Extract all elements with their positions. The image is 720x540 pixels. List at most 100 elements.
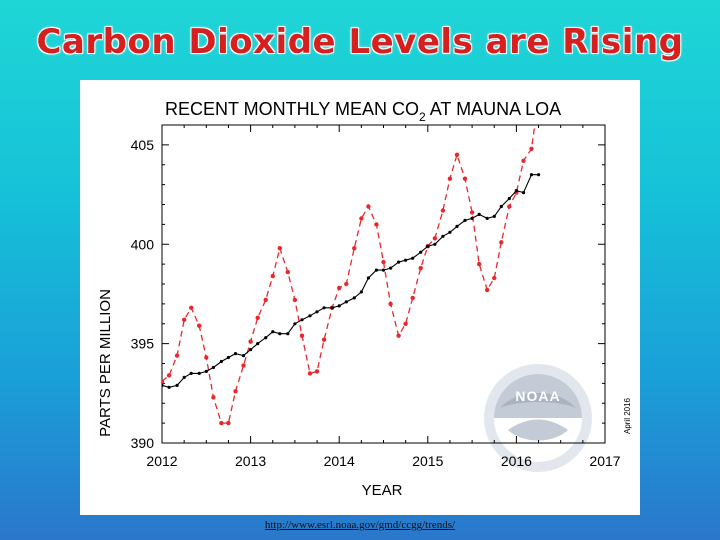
data-point-monthly (366, 204, 371, 209)
data-point-trend (286, 332, 290, 336)
data-point-monthly (307, 371, 313, 376)
data-point-monthly (233, 389, 238, 394)
x-tick-label-2015: 2015 (412, 453, 443, 469)
data-point-trend (521, 191, 526, 195)
data-point-trend (330, 306, 334, 310)
data-point-monthly (492, 275, 497, 281)
y-tick-label-405: 405 (131, 137, 155, 153)
data-point-trend (271, 330, 275, 334)
data-point-monthly (396, 333, 401, 338)
data-point-trend (211, 365, 215, 370)
data-point-trend (359, 290, 363, 294)
data-point-trend (256, 342, 260, 346)
data-point-trend (470, 216, 474, 220)
data-point-monthly (299, 333, 305, 338)
data-point-trend (404, 258, 408, 262)
y-axis-label: PARTS PER MILLION (97, 289, 114, 437)
data-point-monthly (204, 355, 209, 360)
data-point-monthly (521, 158, 526, 163)
data-point-monthly (485, 287, 490, 293)
co2-chart: RECENT MONTHLY MEAN CO2 AT MAUNA LOA PAR… (97, 99, 632, 499)
data-point-monthly (499, 240, 504, 245)
series-line-monthly (162, 125, 536, 424)
data-point-monthly (359, 216, 364, 221)
data-point-monthly (263, 297, 268, 303)
x-tick-label-2013: 2013 (235, 453, 266, 469)
data-point-trend (381, 268, 386, 272)
data-point-trend (197, 371, 201, 375)
data-point-trend (411, 256, 415, 260)
data-point-monthly (314, 369, 320, 374)
data-point-trend (433, 242, 437, 246)
data-point-trend (308, 314, 312, 318)
data-point-trend (426, 244, 430, 248)
data-point-trend (249, 348, 253, 352)
x-tick-label-2016: 2016 (501, 453, 532, 469)
data-point-monthly (344, 281, 349, 287)
data-point-monthly (469, 210, 475, 215)
data-point-monthly (197, 323, 202, 328)
data-point-trend (529, 173, 534, 177)
data-point-monthly (226, 420, 231, 426)
data-point-monthly (447, 176, 453, 181)
slide-title: Carbon Dioxide Levels are Rising (36, 22, 684, 62)
data-point-trend (219, 359, 223, 364)
data-point-monthly (189, 305, 194, 310)
y-tick-label-390: 390 (131, 435, 155, 451)
date-stamp: April 2016 (623, 397, 632, 434)
data-point-trend (315, 310, 319, 314)
data-point-monthly (248, 339, 253, 344)
data-point-trend (322, 306, 326, 310)
data-point-monthly (432, 236, 438, 241)
x-tick-label-2012: 2012 (146, 453, 177, 469)
data-point-monthly (507, 204, 512, 209)
y-tick-label-395: 395 (131, 336, 155, 352)
source-link[interactable]: http://www.esrl.noaa.gov/gmd/ccgg/trends… (264, 519, 456, 531)
data-point-monthly (219, 420, 224, 426)
data-point-trend (175, 383, 179, 387)
data-point-monthly (352, 246, 357, 251)
data-point-trend (264, 336, 268, 340)
data-point-monthly (403, 321, 408, 326)
data-point-monthly (174, 353, 180, 358)
data-point-monthly (285, 269, 290, 275)
data-point-trend (389, 266, 393, 270)
x-axis-label: YEAR (362, 482, 403, 499)
data-point-monthly (321, 337, 327, 342)
data-point-trend (162, 383, 164, 387)
data-point-trend (300, 318, 304, 322)
data-point-monthly (410, 295, 415, 301)
data-point-monthly (292, 297, 298, 303)
data-point-monthly (166, 373, 172, 378)
data-point-trend (537, 173, 541, 177)
data-point-trend (499, 204, 503, 209)
data-point-monthly (388, 301, 393, 307)
data-point-trend (204, 369, 208, 373)
data-point-trend (455, 224, 459, 228)
data-point-trend (514, 189, 518, 193)
noaa-logo: NOAA (484, 364, 592, 472)
data-point-trend (492, 214, 496, 218)
data-point-monthly (211, 395, 216, 400)
data-point-monthly (241, 363, 246, 368)
data-point-trend (352, 296, 356, 300)
data-point-trend (293, 322, 297, 326)
data-point-trend (419, 250, 423, 254)
data-point-trend (485, 216, 489, 220)
data-point-trend (278, 332, 282, 336)
data-point-trend (463, 218, 467, 222)
chart-panel: RECENT MONTHLY MEAN CO2 AT MAUNA LOA PAR… (80, 80, 640, 515)
data-point-monthly (462, 176, 468, 181)
chart-title: RECENT MONTHLY MEAN CO2 AT MAUNA LOA (165, 99, 561, 124)
data-point-monthly (277, 246, 282, 251)
data-point-monthly (162, 379, 165, 384)
data-point-trend (477, 212, 481, 216)
data-point-monthly (418, 265, 423, 271)
data-point-trend (233, 352, 238, 356)
data-point-trend (448, 230, 452, 234)
data-point-trend (189, 371, 193, 375)
data-point-monthly (454, 152, 460, 157)
data-point-monthly (381, 259, 386, 265)
data-point-trend (226, 355, 230, 360)
x-tick-label-2017: 2017 (589, 453, 620, 469)
